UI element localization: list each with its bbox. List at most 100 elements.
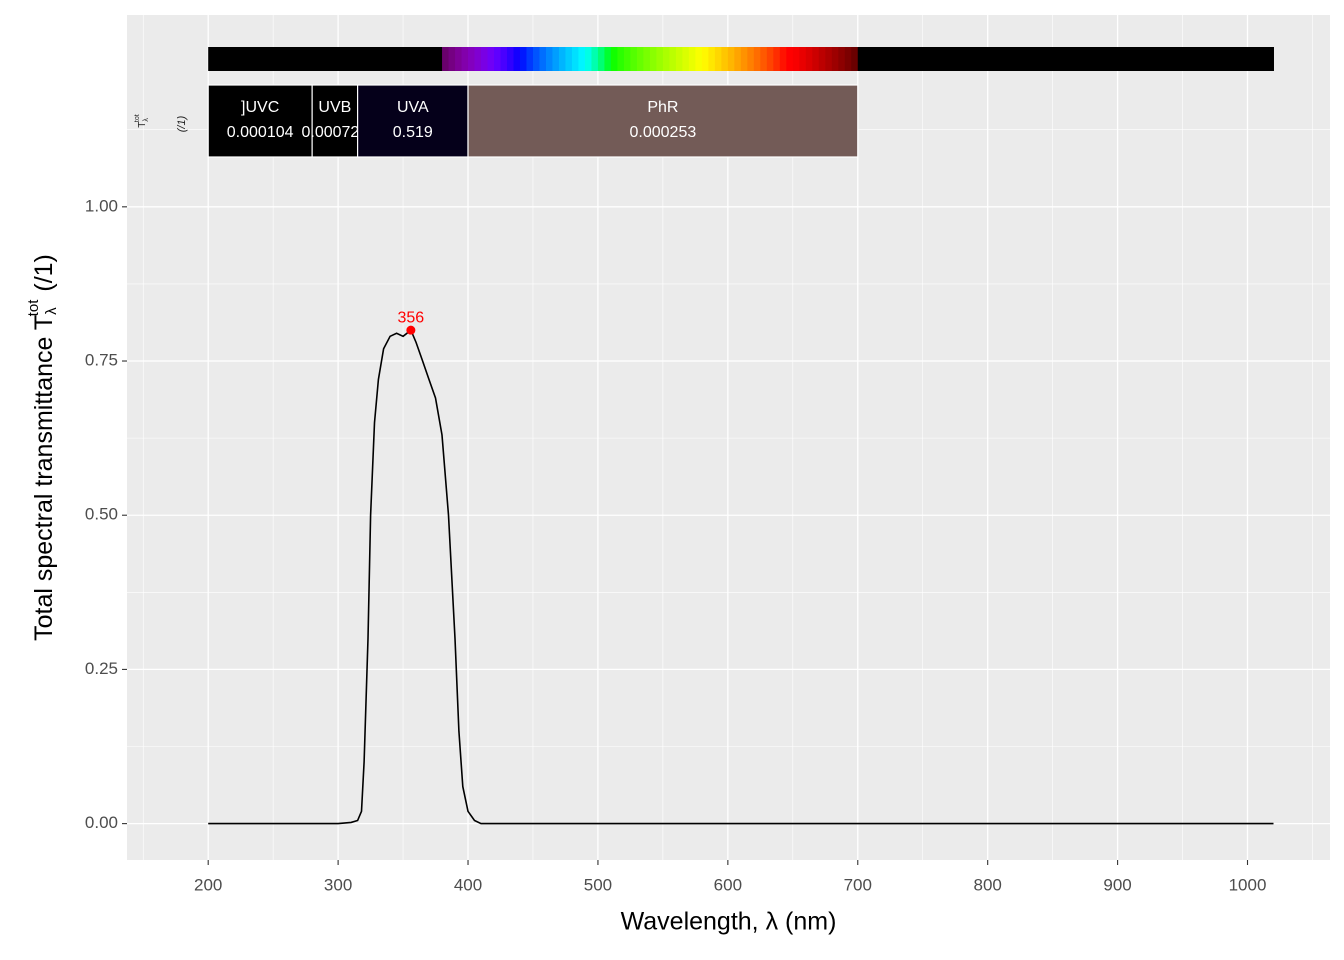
spectrum-cell xyxy=(455,47,463,71)
band-name: PhR xyxy=(647,99,678,116)
spectrum-cell xyxy=(396,47,404,71)
spectrum-cell xyxy=(1163,47,1171,71)
spectrum-cell xyxy=(1091,47,1099,71)
spectrum-cell xyxy=(974,47,982,71)
x-tick-label: 400 xyxy=(454,875,482,894)
spectrum-cell xyxy=(838,47,846,71)
spectrum-cell xyxy=(883,47,891,71)
spectrum-cell xyxy=(1208,47,1216,71)
spectrum-cell xyxy=(344,47,352,71)
spectrum-cell xyxy=(1104,47,1112,71)
spectrum-cell xyxy=(981,47,989,71)
spectrum-cell xyxy=(1202,47,1210,71)
spectrum-cell xyxy=(1241,47,1249,71)
x-tick-label: 900 xyxy=(1103,875,1131,894)
spectrum-cell xyxy=(675,47,683,71)
spectrum-cell xyxy=(338,47,346,71)
spectrum-cell xyxy=(617,47,625,71)
spectrum-cell xyxy=(968,47,976,71)
spectrum-cell xyxy=(760,47,768,71)
spectrum-cell xyxy=(662,47,670,71)
spectrum-cell xyxy=(753,47,761,71)
spectrum-cell xyxy=(279,47,287,71)
spectrum-cell xyxy=(1143,47,1151,71)
spectrum-cell xyxy=(688,47,696,71)
band-name: UVA xyxy=(397,99,429,116)
spectrum-cell xyxy=(584,47,592,71)
spectrum-cell xyxy=(604,47,612,71)
spectrum-cell xyxy=(558,47,566,71)
spectrum-cell xyxy=(1117,47,1125,71)
spectrum-cell xyxy=(1065,47,1073,71)
spectrum-cell xyxy=(1169,47,1177,71)
spectrum-cell xyxy=(1254,47,1261,71)
spectrum-cell xyxy=(331,47,339,71)
spectrum-cell xyxy=(1052,47,1060,71)
y-axis-title: Total spectral transmittance Tλtot (/1) xyxy=(25,254,60,641)
band-name: ]UVC xyxy=(241,99,279,116)
spectrum-cell xyxy=(1013,47,1021,71)
spectrum-cell xyxy=(727,47,735,71)
spectrum-cell xyxy=(825,47,833,71)
spectrum-cell xyxy=(1072,47,1080,71)
spectrum-cell xyxy=(922,47,930,71)
spectrum-cell xyxy=(519,47,527,71)
spectrum-cell xyxy=(305,47,313,71)
y-axis-title-sub: λ xyxy=(43,307,60,315)
spectrum-cell xyxy=(643,47,651,71)
spectrum-cell xyxy=(351,47,359,71)
spectrum-cell xyxy=(481,47,489,71)
spectrum-cell xyxy=(669,47,677,71)
spectrum-cell xyxy=(409,47,417,71)
spectrum-cell xyxy=(649,47,657,71)
spectrum-cell xyxy=(1247,47,1255,71)
x-tick-label: 1000 xyxy=(1229,875,1267,894)
spectrum-cell xyxy=(916,47,924,71)
spectrum-cell xyxy=(909,47,917,71)
spectrum-cell xyxy=(1150,47,1158,71)
spectrum-cell xyxy=(526,47,534,71)
spectrum-cell xyxy=(701,47,709,71)
y-tick-label: 1.00 xyxy=(85,196,118,215)
spectrum-cell xyxy=(435,47,443,71)
spectrum-cell xyxy=(377,47,385,71)
band xyxy=(467,84,859,158)
spectrum-cell xyxy=(487,47,495,71)
spectrum-cell xyxy=(578,47,586,71)
spectrum-cell xyxy=(779,47,787,71)
y-tick-label: 0.50 xyxy=(85,505,118,524)
band-name: UVB xyxy=(318,99,351,116)
y-axis-title-unit: (/1) xyxy=(30,254,58,292)
spectrum-cell xyxy=(695,47,703,71)
spectrum-cell xyxy=(1234,47,1242,71)
spectrum-cell xyxy=(513,47,521,71)
spectrum-cell xyxy=(961,47,969,71)
x-axis-title: Wavelength, λ (nm) xyxy=(621,908,837,936)
spectrum-cell xyxy=(766,47,774,71)
spectrum-cell xyxy=(786,47,794,71)
spectrum-cell xyxy=(890,47,898,71)
spectrum-cell xyxy=(812,47,820,71)
spectrum-cell xyxy=(747,47,755,71)
spectrum-cell xyxy=(591,47,599,71)
spectrum-cell xyxy=(1026,47,1034,71)
spectrum-cell xyxy=(234,47,242,71)
peak-label: 356 xyxy=(398,309,425,326)
spectrum-cell xyxy=(818,47,826,71)
spectrum-cell xyxy=(1078,47,1086,71)
spectrum-cell xyxy=(403,47,411,71)
spectrum-cell xyxy=(740,47,748,71)
spectrum-cell xyxy=(1046,47,1054,71)
spectrum-cell xyxy=(1007,47,1015,71)
spectrum-cell xyxy=(532,47,540,71)
spectrum-cell xyxy=(734,47,742,71)
spectrum-cell xyxy=(792,47,800,71)
spectrum-cell xyxy=(721,47,729,71)
spectrum-cell xyxy=(630,47,638,71)
x-tick-label: 200 xyxy=(194,875,222,894)
spectrum-cell xyxy=(942,47,950,71)
spectrum-cell xyxy=(831,47,839,71)
spectrum-cell xyxy=(955,47,963,71)
spectrum-cell xyxy=(474,47,482,71)
